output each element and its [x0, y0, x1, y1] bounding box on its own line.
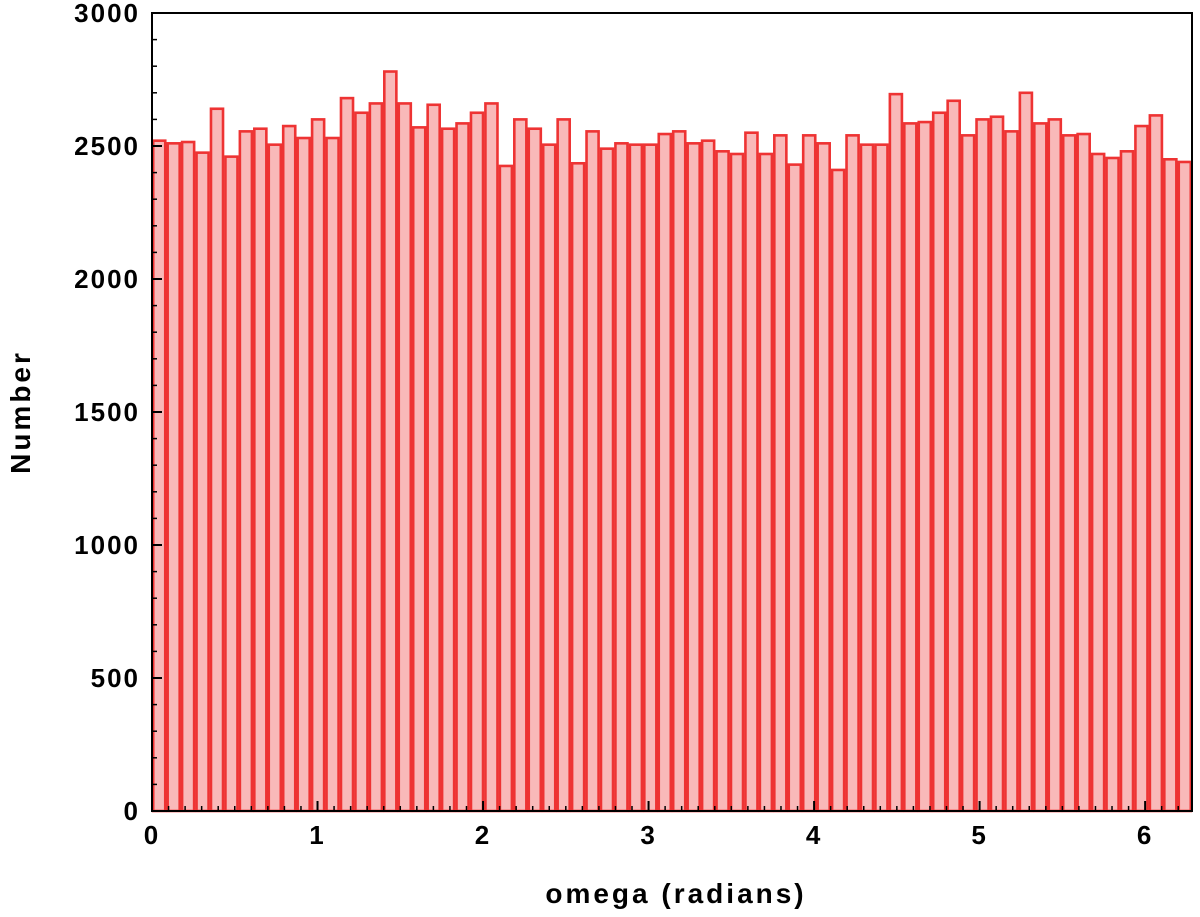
y-tick-label: 1500 [74, 397, 140, 427]
histogram-bar [787, 163, 803, 813]
histogram-bar [469, 111, 485, 813]
histogram-bar [1090, 152, 1106, 813]
histogram-bar [296, 136, 311, 813]
y-tick-label: 2500 [74, 131, 140, 161]
histogram-bar [1004, 130, 1019, 813]
histogram-bar [354, 111, 369, 813]
histogram-bar [151, 139, 167, 813]
x-tick-label: 2 [475, 820, 491, 850]
histogram-bar [1163, 158, 1178, 813]
histogram-bar [541, 143, 557, 813]
histogram-bar [946, 99, 961, 813]
histogram-bar [195, 151, 210, 813]
histogram-bar [325, 136, 340, 813]
axes-group [151, 12, 1193, 812]
histogram-bar [238, 130, 254, 813]
histogram-bar [830, 168, 846, 813]
histogram-bar [599, 147, 615, 813]
histogram-bar [556, 118, 571, 813]
histogram-bar [1047, 118, 1063, 813]
histogram-bar [729, 152, 745, 813]
histogram-bar [1134, 124, 1149, 813]
histogram-bar [455, 122, 470, 813]
histogram-bar [397, 102, 413, 813]
y-tick-label: 1000 [74, 530, 140, 560]
histogram-bar [960, 134, 976, 813]
histogram-bar [917, 120, 933, 813]
histogram-bar [845, 134, 860, 813]
y-axis-label: Number [5, 350, 36, 474]
histogram-bar [700, 139, 716, 813]
histogram-bar [975, 118, 990, 813]
histogram-bar [224, 155, 239, 813]
histogram-bar [628, 143, 644, 813]
y-tick-label: 2000 [74, 264, 140, 294]
histogram-bar [166, 142, 181, 813]
histogram-bar [643, 143, 658, 813]
histogram-bar [310, 118, 326, 813]
histogram-bar [859, 143, 875, 813]
histogram-bar [411, 126, 427, 813]
y-tick-label: 3000 [74, 0, 140, 28]
histogram-bar [671, 130, 687, 813]
x-tick-label: 6 [1137, 820, 1153, 850]
x-axis-label: omega (radians) [545, 878, 806, 909]
histogram-bar [758, 152, 774, 813]
histogram-bar [1076, 132, 1091, 813]
histogram-bar [585, 130, 600, 813]
histogram-bar [484, 102, 499, 813]
histogram-bar [931, 111, 947, 813]
histogram-bar [498, 164, 514, 813]
histogram-bar [1119, 150, 1135, 813]
histogram-bar [267, 143, 283, 813]
histogram-bar [570, 161, 586, 813]
histogram-bar [1061, 134, 1077, 813]
histogram-bar [816, 142, 831, 813]
histogram-bar [180, 140, 196, 813]
histogram-bar [874, 143, 889, 813]
histogram-bar [513, 118, 528, 813]
histogram-bar [440, 127, 456, 813]
histogram-bar [368, 102, 384, 813]
bars-group [151, 70, 1193, 813]
histogram-bar [1105, 156, 1120, 813]
histogram-bar [657, 132, 673, 813]
histogram-bar [888, 92, 904, 813]
tick-labels-group: 0 500 1000 1500 2000 2500 3000 0 1 2 3 4 5 6 [74, 0, 1153, 850]
histogram-bar [744, 131, 759, 813]
histogram-bar [773, 134, 788, 813]
histogram-bar [339, 96, 355, 813]
histogram-bar [426, 103, 441, 813]
histogram-bar [686, 142, 701, 813]
x-tick-label: 3 [640, 820, 656, 850]
histogram-bar [527, 127, 543, 813]
x-tick-label: 1 [309, 820, 325, 850]
histogram-bar [1177, 160, 1193, 813]
histogram-bar [1148, 114, 1164, 813]
histogram-bar [1033, 122, 1048, 813]
y-tick-label: 500 [91, 663, 140, 693]
histogram-bar [253, 127, 268, 813]
histogram-bar [989, 115, 1005, 813]
histogram-bar [1018, 91, 1034, 813]
y-tick-label: 0 [124, 796, 140, 826]
histogram-bar [903, 122, 918, 813]
x-tick-label: 0 [144, 820, 160, 850]
x-tick-label: 4 [806, 820, 822, 850]
histogram-bar [209, 107, 225, 813]
histogram-bar [715, 150, 730, 813]
histogram-bar [801, 134, 817, 813]
histogram-bar [281, 124, 297, 813]
histogram-bar [614, 142, 629, 813]
histogram-bar [383, 70, 398, 813]
x-tick-label: 5 [971, 820, 987, 850]
